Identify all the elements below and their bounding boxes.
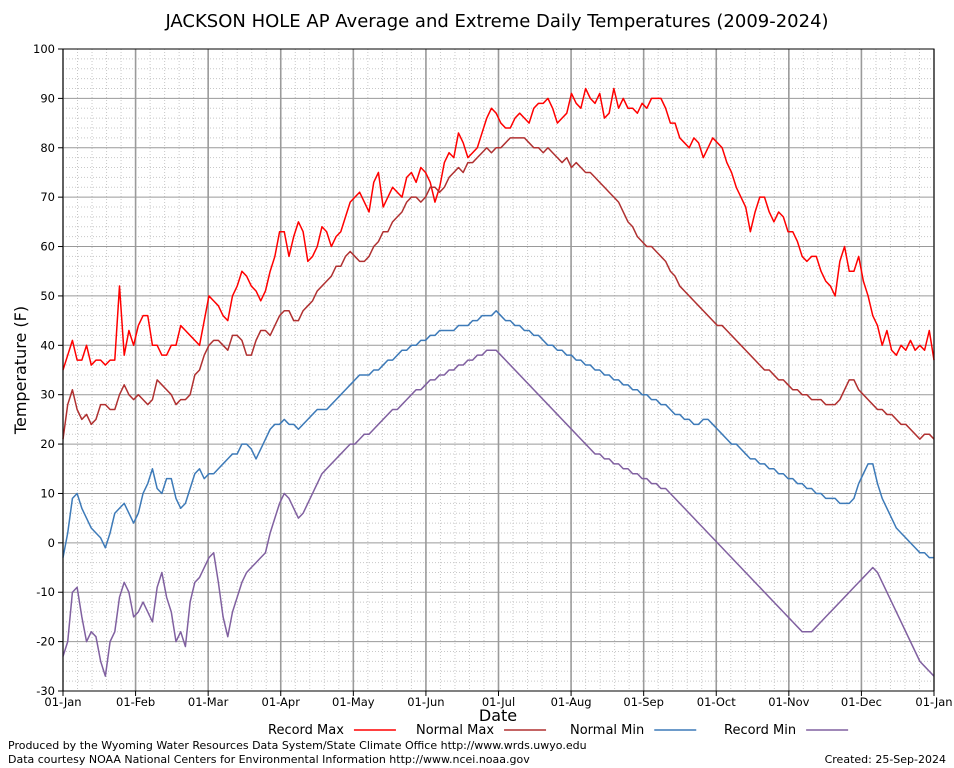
y-tick-label: 60 <box>40 240 55 254</box>
y-tick-label: 100 <box>33 42 55 56</box>
series-line-record-max <box>62 87 935 371</box>
x-tick-label: 01-May <box>332 695 375 709</box>
x-tick-label: 01-Mar <box>188 695 229 709</box>
y-tick-label: 80 <box>40 141 55 155</box>
y-tick-label: -20 <box>36 635 55 649</box>
y-tick-label: -10 <box>36 585 55 599</box>
y-tick-label: 10 <box>40 486 55 500</box>
series-line-record-min <box>62 349 935 677</box>
x-tick-label: 01-Oct <box>697 695 736 709</box>
x-tick-label: 01-Jul <box>482 695 515 709</box>
y-tick-label: 90 <box>40 91 55 105</box>
series-line-normal-min <box>62 309 934 559</box>
y-tick-label: 20 <box>40 437 55 451</box>
x-axis-label: Date <box>479 706 517 725</box>
y-tick-label: 40 <box>40 338 55 352</box>
y-axis-label: Temperature (F) <box>11 306 30 435</box>
legend-label: Normal Min <box>570 723 644 738</box>
x-tick-label: 01-Apr <box>262 695 301 709</box>
chart-title: JACKSON HOLE AP Average and Extreme Dail… <box>164 11 828 32</box>
x-tick-label: 01-Jan <box>44 695 81 709</box>
series-line-normal-max <box>62 137 935 440</box>
legend-label: Normal Max <box>416 723 494 738</box>
credit-line-2: Data courtesy NOAA National Centers for … <box>8 753 530 766</box>
y-tick-label: 70 <box>40 190 55 204</box>
created-date: Created: 25-Sep-2024 <box>825 753 946 766</box>
legend-label: Record Max <box>268 723 344 738</box>
legend-label: Record Min <box>724 723 796 738</box>
y-tick-label: 30 <box>40 388 55 402</box>
x-tick-label: 01-Sep <box>623 695 663 709</box>
y-tick-label: 50 <box>40 289 55 303</box>
x-tick-label: 01-Dec <box>841 695 882 709</box>
y-tick-label: 0 <box>48 536 55 550</box>
x-tick-label: 01-Jun <box>407 695 444 709</box>
x-tick-label: 01-Nov <box>768 695 809 709</box>
x-tick-label: 01-Jan <box>915 695 952 709</box>
y-tick-label: -30 <box>36 684 55 698</box>
x-tick-label: 01-Aug <box>551 695 592 709</box>
plot-frame <box>62 48 935 692</box>
credit-line-1: Produced by the Wyoming Water Resources … <box>8 739 587 752</box>
x-tick-label: 01-Feb <box>116 695 155 709</box>
